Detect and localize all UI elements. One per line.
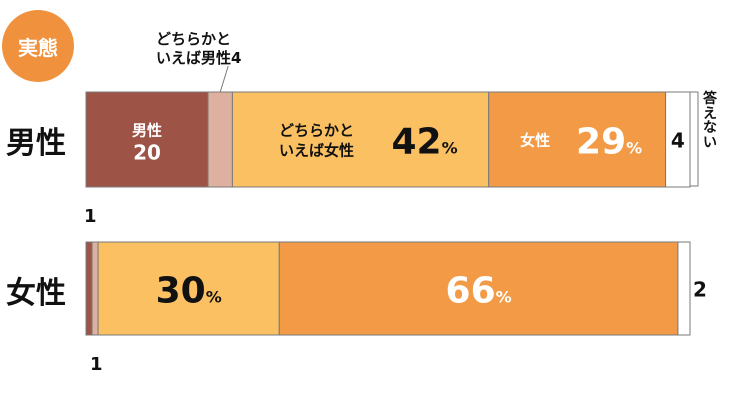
bar-male-row0	[85, 91, 209, 188]
bar-female-row1	[278, 241, 679, 336]
label-female-value-part: %	[626, 139, 642, 158]
callout-lean-male-leader	[219, 65, 229, 93]
label-lean-female-name-2: いえば女性	[279, 142, 354, 160]
bar-lean_male-row0	[207, 91, 233, 188]
row-label-female: 女性	[6, 276, 66, 311]
label-female-row-female-value: 66%	[446, 271, 512, 312]
label-female-value: 29%	[576, 122, 642, 163]
callout-lean-male-line2: いえば男性4	[156, 48, 242, 67]
bar-lean_male-row1	[91, 241, 99, 336]
status-badge: 実態	[2, 10, 74, 82]
callout-lean-male: どちらかと いえば男性4	[156, 30, 241, 68]
label-female-name: 女性	[520, 132, 550, 150]
label-male-name-part: 男性	[132, 122, 162, 140]
label-lean-female-value-part: 42	[391, 122, 441, 163]
label-female-value-part: 29	[576, 122, 626, 163]
label-female-row-no-answer-value: 2	[693, 278, 707, 302]
label-lean-female-name-1: どちらかと	[279, 122, 354, 140]
label-male-name: 男性	[132, 122, 162, 140]
label-lean-female-name-1-part: どちらかと	[279, 122, 354, 140]
bar-no_answer-row0	[665, 91, 691, 188]
label-female-row-lean-female-value: 30%	[156, 271, 222, 312]
callout-female-row-lean-male-value: 1	[90, 354, 103, 375]
label-female-row-no-answer-value-part: 2	[693, 278, 707, 302]
label-female-row-female-value-part: %	[496, 288, 512, 307]
bar-lean_female-row1	[97, 241, 280, 336]
row-label-male: 男性	[6, 126, 66, 161]
label-no-answer-value: 4	[671, 129, 685, 153]
bar-male-row1	[85, 241, 93, 336]
label-female-name-part: 女性	[520, 132, 550, 150]
label-male-value: 20	[133, 141, 161, 165]
bar-female-row0	[488, 91, 667, 188]
label-no-answer-value-part: 4	[671, 129, 685, 153]
label-lean-female-name-2-part: いえば女性	[279, 142, 354, 160]
callout-no-answer-bracket	[690, 91, 699, 187]
label-female-row-lean-female-value-part: %	[206, 288, 222, 307]
label-female-row-female-value-part: 66	[446, 271, 496, 312]
callout-no-answer: 答えない	[703, 91, 717, 152]
callout-female-row-male-value: 1	[84, 206, 97, 227]
callout-lean-male-line1: どちらかと	[156, 30, 232, 48]
bar-no_answer-row1	[677, 241, 691, 336]
label-female-row-lean-female-value-part: 30	[156, 271, 206, 312]
label-male-value-part: 20	[133, 141, 161, 165]
label-lean-female-value-part: %	[442, 139, 458, 158]
label-lean-female-value: 42%	[391, 122, 457, 163]
